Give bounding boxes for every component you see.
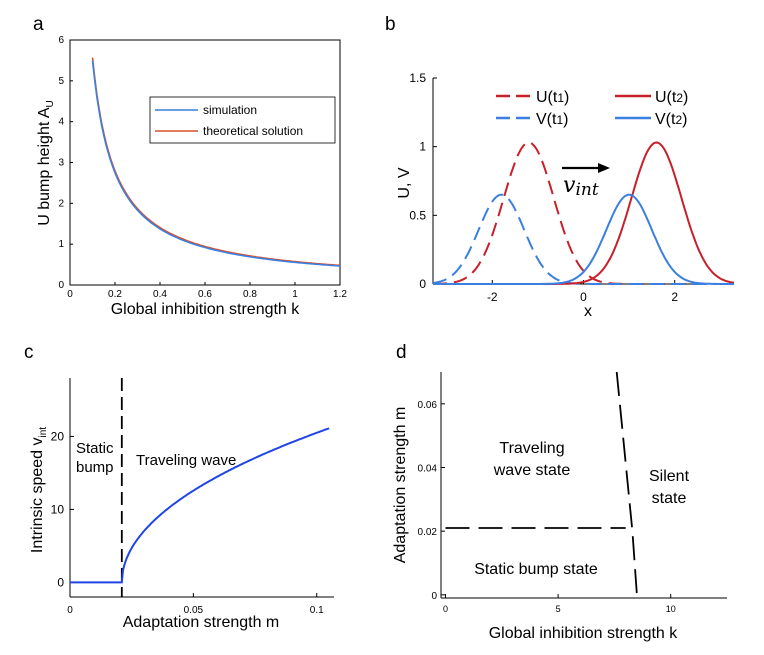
chart-panel-c: 0 0.05 0.1 0 10 20 Static bump Traveling wave Ada… (29, 378, 334, 631)
x-axis-label: Global inhibition strength k (111, 301, 301, 318)
series-curve-vt2 (433, 193, 734, 285)
legend-label-close: ) (563, 111, 568, 128)
y-tick-label: 0.04 (418, 463, 438, 474)
x-axis-label: Global inhibition strength k (489, 625, 679, 642)
legend-label-sub: 2 (675, 113, 682, 127)
region-label-static-bump: Static bump state (474, 561, 598, 578)
arrow-head-icon (598, 163, 610, 173)
x-axis-label: x (584, 303, 592, 320)
series-line-theoretical (91, 57, 341, 267)
region-label-silent: Silent (649, 468, 690, 485)
x-tick-label: 10 (666, 604, 676, 614)
y-tick-label: 10 (51, 502, 65, 516)
series-curve-vt1 (432, 193, 734, 285)
panel-label-c: c (24, 342, 34, 363)
panel-label-a: a (33, 14, 44, 35)
legend-box (149, 96, 336, 144)
y-tick-label: 1 (419, 140, 426, 154)
y-tick-label: 5 (58, 76, 64, 87)
legend-label: U(t2) (655, 89, 688, 106)
x-tick-label: 0.6 (198, 289, 212, 300)
annotation-traveling-wave: Traveling wave (136, 452, 236, 469)
chart-panel-a: 0 0.2 0.4 0.6 0.8 1 1.2 0 1 2 3 4 5 6 simulation theore… (36, 35, 347, 318)
x-tick-label: 5 (556, 604, 561, 614)
y-tick-label: 0.02 (418, 527, 438, 538)
y-axis-label: Adaptation strength m (392, 407, 409, 564)
y-tick-label: 0 (431, 591, 437, 602)
x-tick-label: 1.2 (333, 289, 347, 300)
y-tick-label: 2 (58, 198, 64, 209)
x-axis-label: Adaptation strength m (123, 614, 280, 631)
annotation-v-int: vint (563, 173, 599, 200)
y-tick-label: 3 (58, 158, 64, 169)
region-label-wave-state: wave state (493, 462, 571, 479)
legend-label: theoretical solution (203, 124, 303, 138)
x-tick-label: 0.1 (310, 605, 324, 616)
x-tick-label: -2 (487, 290, 498, 304)
legend-label: V(t2) (655, 111, 687, 128)
chart-panel-b: -2 0 2 0 0.5 1 1.5 U(t1) V(t1) U(t2) V(t2) vint x U, … (396, 71, 735, 320)
panel-label-b: b (385, 14, 396, 35)
series-line-speed (70, 427, 330, 584)
y-axis-label-sub: int (38, 427, 49, 438)
y-tick-label: 20 (51, 429, 65, 443)
y-tick-label: 4 (58, 117, 64, 128)
y-axis-label: U bump height AU (36, 100, 56, 226)
x-tick-label: 0 (67, 605, 73, 616)
series-curve-ut2 (433, 141, 735, 285)
y-tick-label: 0.5 (409, 208, 426, 222)
chart-panel-d: 0 5 10 0 0.02 0.04 0.06 Traveling wave state Sile… (392, 371, 727, 642)
x-tick-label: 0.2 (108, 289, 122, 300)
legend-label: V(t1) (536, 111, 568, 128)
legend-label: U(t1) (536, 89, 569, 106)
series-curve-ut1 (433, 141, 734, 285)
legend-label-sub: 2 (676, 91, 683, 105)
y-tick-label: 1 (58, 239, 64, 250)
legend-label-sub: 1 (557, 91, 564, 105)
x-tick-label: 0.4 (153, 289, 167, 300)
y-tick-label: 0 (57, 575, 64, 589)
y-tick-label: 1.5 (409, 71, 426, 85)
legend-label: simulation (203, 103, 257, 117)
legend-label-close: ) (683, 89, 688, 106)
y-axis-label: U, V (396, 167, 413, 198)
y-tick-label: 6 (58, 35, 64, 46)
y-tick-label: 0 (58, 280, 64, 291)
x-tick-label: 2 (671, 290, 678, 304)
annotation-static: Static (76, 440, 114, 457)
x-tick-label: 0.8 (243, 289, 257, 300)
annotation-bump: bump (76, 459, 114, 476)
legend-label-sub: 1 (556, 113, 563, 127)
panel-label-d: d (396, 342, 407, 363)
region-label-silent-state: state (652, 490, 687, 507)
y-tick-label: 0 (419, 277, 426, 291)
x-tick-label: 0.05 (184, 605, 204, 616)
series-line-simulation (91, 60, 341, 267)
legend-label-close: ) (564, 89, 569, 106)
annotation-v-int-sub: int (575, 180, 598, 200)
y-tick-label: 0.06 (418, 400, 438, 411)
region-label-traveling: Traveling (499, 440, 564, 457)
boundary-line-vertical (615, 371, 638, 595)
x-tick-label: 0 (443, 604, 448, 614)
x-tick-label: 1 (292, 289, 298, 300)
y-axis-label-sub: U (45, 100, 56, 107)
x-tick-label: 0 (67, 289, 73, 300)
legend-label-close: ) (682, 111, 687, 128)
x-tick-label: 0 (580, 290, 587, 304)
y-axis-label: Intrinsic speed vint (29, 427, 49, 553)
